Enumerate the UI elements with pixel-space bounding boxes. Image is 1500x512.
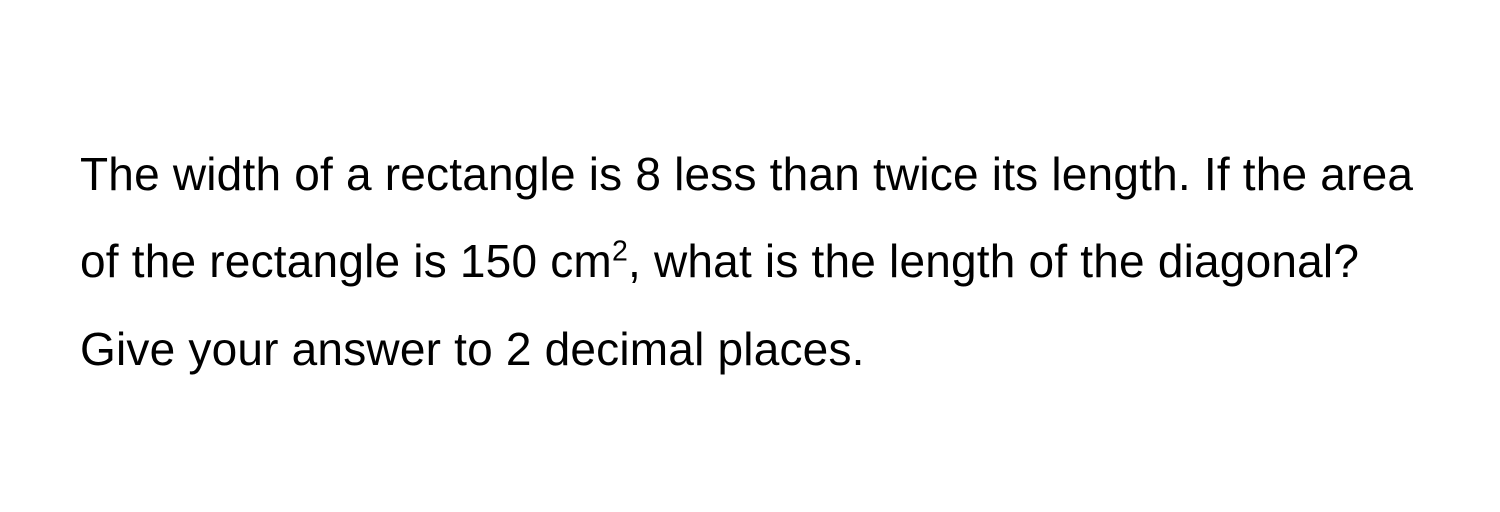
- problem-container: The width of a rectangle is 8 less than …: [0, 0, 1500, 393]
- exponent-2: 2: [612, 236, 628, 268]
- problem-text: The width of a rectangle is 8 less than …: [80, 131, 1420, 393]
